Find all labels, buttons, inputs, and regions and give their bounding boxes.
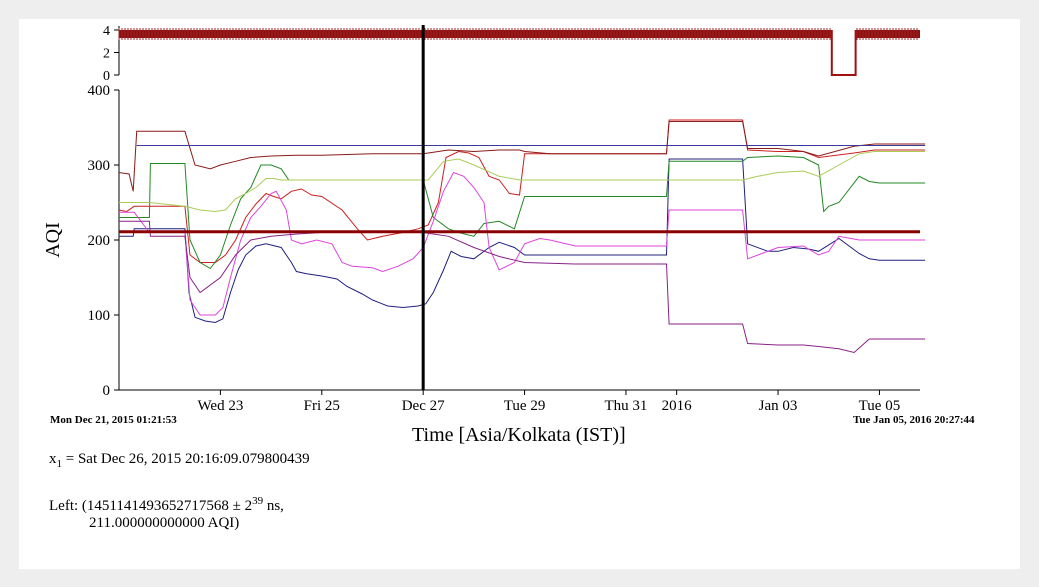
count-band-texture: [118, 28, 918, 40]
count-dip: [830, 30, 857, 76]
left-exponent: 39: [252, 495, 264, 507]
x-tick-label: Dec 27: [402, 398, 445, 414]
left-readout-line2: 211.000000000000 AQI): [89, 515, 240, 531]
count-band-right: [855, 30, 920, 38]
x-tick-label: Tue 05: [859, 398, 901, 414]
x1-readout: x1 = Sat Dec 26, 2015 20:16:09.079800439: [49, 451, 310, 473]
x1-value: = Sat Dec 26, 2015 20:16:09.079800439: [62, 451, 310, 467]
x-tick-label: Thu 31: [605, 398, 648, 414]
left-prefix: Left: (1451141493652717568 ± 2: [49, 498, 253, 514]
chart-svg[interactable]: 0 2 4 0 100 200 300 400 Wed 23 Fri 25 Dec 27 Tue 2…: [19, 19, 1020, 569]
x1-name: x: [49, 451, 57, 467]
x-axis-label: Time [Asia/Kolkata (IST)]: [412, 424, 626, 446]
y-tick-label: 300: [88, 158, 111, 174]
y-tick-label: 0: [103, 383, 111, 399]
series-line-5: [118, 121, 926, 192]
y-tick-label: 400: [88, 83, 111, 99]
main-panel: 0 100 200 300 400 Wed 23 Fri 25 Dec 27 Tue 29 Thu…: [42, 25, 926, 414]
count-band-left: [119, 30, 832, 38]
x-tick-label: Fri 25: [304, 398, 340, 414]
x-tick-label: Tue 29: [504, 398, 546, 414]
left-readout: Left: (1451141493652717568 ± 239 ns,: [49, 493, 310, 515]
x1-subscript: 1: [56, 458, 63, 470]
chart-frame: 0 2 4 0 100 200 300 400 Wed 23 Fri 25 Dec 27 Tue 2…: [19, 19, 1020, 569]
count-y-tick-label: 4: [103, 24, 110, 39]
series-line-7: [119, 220, 926, 354]
series-line-4: [119, 151, 926, 213]
cursor-readout: x1 = Sat Dec 26, 2015 20:16:09.079800439…: [49, 451, 310, 532]
series-line-6: [119, 171, 926, 316]
x-tick-label: Jan 03: [759, 398, 798, 414]
y-axis-label: AQI: [42, 222, 64, 258]
x-tick-label: Wed 23: [197, 398, 243, 414]
left-suffix: ns,: [263, 498, 284, 514]
y-tick-label: 200: [88, 233, 111, 249]
series-line-1: [119, 158, 926, 324]
x-range-end: Tue Jan 05, 2016 20:27:44: [853, 414, 975, 426]
x-tick-label: 2016: [662, 398, 693, 414]
count-y-tick-label: 0: [103, 69, 110, 84]
count-panel: 0 2 4: [103, 24, 920, 84]
count-y-tick-label: 2: [103, 47, 110, 62]
x-range-start: Mon Dec 21, 2015 01:21:53: [50, 414, 177, 426]
y-tick-label: 100: [88, 308, 111, 324]
